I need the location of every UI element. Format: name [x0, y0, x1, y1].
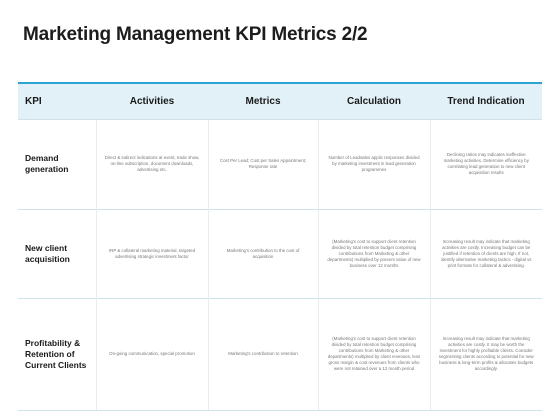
table-row: Profitability & Retention of Current Cli…: [18, 297, 542, 411]
metrics-cell: Marketing's contribution to the cost of …: [207, 208, 318, 298]
kpi-cell: Profitability & Retention of Current Cli…: [18, 297, 96, 411]
trend-cell: Declining ratios may indicates ineffecti…: [429, 118, 542, 209]
kpi-table: KPI Activities Metrics Calculation Trend…: [18, 82, 542, 411]
header-metrics: Metrics: [208, 82, 318, 119]
kpi-cell: Demand generation: [18, 118, 96, 209]
table-row: Demand generation Direct & indirect indi…: [18, 118, 542, 209]
calculation-cell: (Marketing's cost to support client rete…: [317, 208, 430, 298]
header-calculation: Calculation: [318, 82, 430, 119]
trend-cell: Increasing result may indicate that mark…: [429, 208, 542, 298]
metrics-cell: Cost Per Lead; Cost per Sales Appointmen…: [207, 118, 318, 209]
kpi-cell: New client acquisition: [18, 208, 96, 298]
table-header-row: KPI Activities Metrics Calculation Trend…: [18, 82, 542, 119]
header-activities: Activities: [96, 82, 208, 119]
trend-cell: Increasing result may indicate that mark…: [429, 297, 542, 411]
metrics-cell: Marketing's contribution to retention: [207, 297, 318, 411]
page-title: Marketing Management KPI Metrics 2/2: [23, 24, 368, 45]
activities-cell: On-going communication, special promotio…: [95, 297, 208, 411]
table-row: New client acquisition IRP & collateral …: [18, 208, 542, 298]
activities-cell: Direct & indirect indications at event, …: [95, 118, 208, 209]
activities-cell: IRP & collateral marketing material, tar…: [95, 208, 208, 298]
header-kpi: KPI: [18, 82, 96, 119]
calculation-cell: Number of Leadsales applic responses div…: [317, 118, 430, 209]
calculation-cell: (Marketing's cost to support client rete…: [317, 297, 430, 411]
header-trend-indication: Trend Indication: [430, 82, 542, 119]
